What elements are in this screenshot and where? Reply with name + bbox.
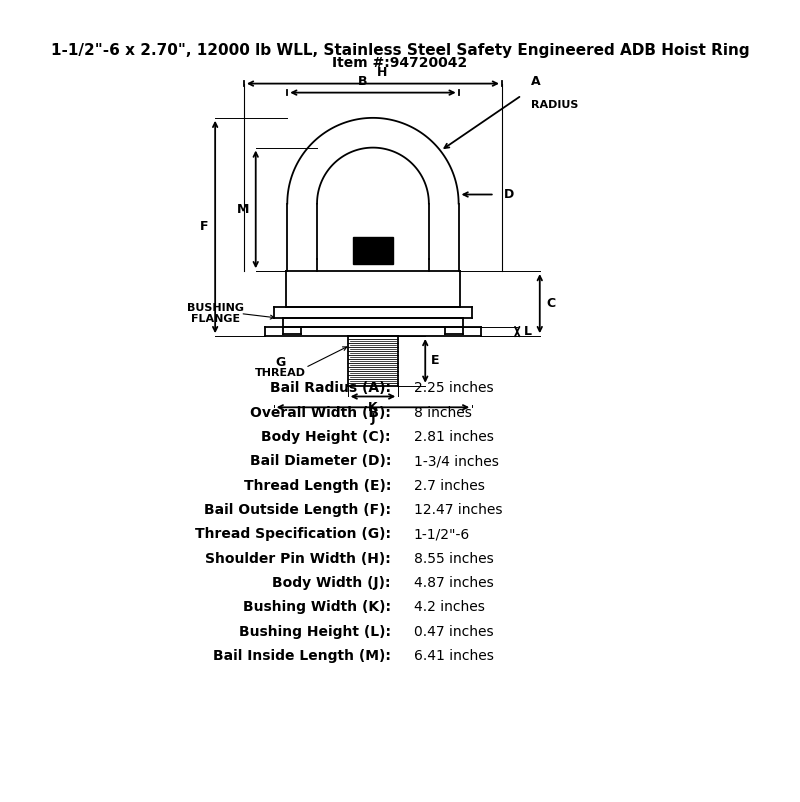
Text: 8.55 inches: 8.55 inches: [414, 552, 494, 565]
Text: Shoulder Pin Width (H):: Shoulder Pin Width (H):: [206, 552, 391, 565]
Text: Bail Diameter (D):: Bail Diameter (D):: [250, 455, 391, 468]
Text: H: H: [377, 66, 387, 79]
Text: Thread Length (E):: Thread Length (E):: [244, 479, 391, 492]
Text: RADIUS: RADIUS: [530, 99, 578, 110]
Text: D: D: [504, 188, 514, 201]
Text: BUSHING: BUSHING: [186, 303, 244, 313]
Text: Bail Radius (A):: Bail Radius (A):: [270, 382, 391, 395]
Text: 2.81 inches: 2.81 inches: [414, 430, 494, 444]
Text: M: M: [237, 203, 250, 216]
Text: 6.41 inches: 6.41 inches: [414, 649, 494, 663]
Text: Overall Width (B):: Overall Width (B):: [250, 406, 391, 419]
Text: THREAD: THREAD: [254, 368, 306, 378]
Text: G: G: [275, 356, 285, 369]
Text: Body Height (C):: Body Height (C):: [262, 430, 391, 444]
Text: J: J: [370, 411, 375, 425]
Text: E: E: [430, 354, 439, 367]
Text: B: B: [358, 75, 367, 88]
Text: F: F: [199, 221, 208, 233]
Polygon shape: [353, 237, 393, 264]
Text: Bail Inside Length (M):: Bail Inside Length (M):: [213, 649, 391, 663]
Text: 12.47 inches: 12.47 inches: [414, 503, 502, 517]
Text: Body Width (J):: Body Width (J):: [273, 576, 391, 590]
Text: 4.87 inches: 4.87 inches: [414, 576, 494, 590]
Text: 1-3/4 inches: 1-3/4 inches: [414, 455, 498, 468]
Text: Bushing Height (L):: Bushing Height (L):: [239, 625, 391, 639]
Text: FLANGE: FLANGE: [190, 314, 240, 324]
Text: A: A: [530, 75, 540, 88]
Text: Thread Specification (G):: Thread Specification (G):: [195, 528, 391, 541]
Text: Bushing Width (K):: Bushing Width (K):: [243, 601, 391, 614]
Text: Item #:94720042: Item #:94720042: [332, 56, 468, 70]
Text: 1-1/2"-6 x 2.70", 12000 lb WLL, Stainless Steel Safety Engineered ADB Hoist Ring: 1-1/2"-6 x 2.70", 12000 lb WLL, Stainles…: [50, 43, 750, 58]
Text: 4.2 inches: 4.2 inches: [414, 601, 485, 614]
Text: 1-1/2"-6: 1-1/2"-6: [414, 528, 470, 541]
Text: L: L: [523, 325, 531, 338]
Text: 2.25 inches: 2.25 inches: [414, 382, 493, 395]
Text: K: K: [368, 401, 378, 414]
Text: 8 inches: 8 inches: [414, 406, 471, 419]
Text: 2.7 inches: 2.7 inches: [414, 479, 485, 492]
Text: C: C: [546, 297, 555, 310]
Text: 0.47 inches: 0.47 inches: [414, 625, 493, 639]
Text: Bail Outside Length (F):: Bail Outside Length (F):: [204, 503, 391, 517]
